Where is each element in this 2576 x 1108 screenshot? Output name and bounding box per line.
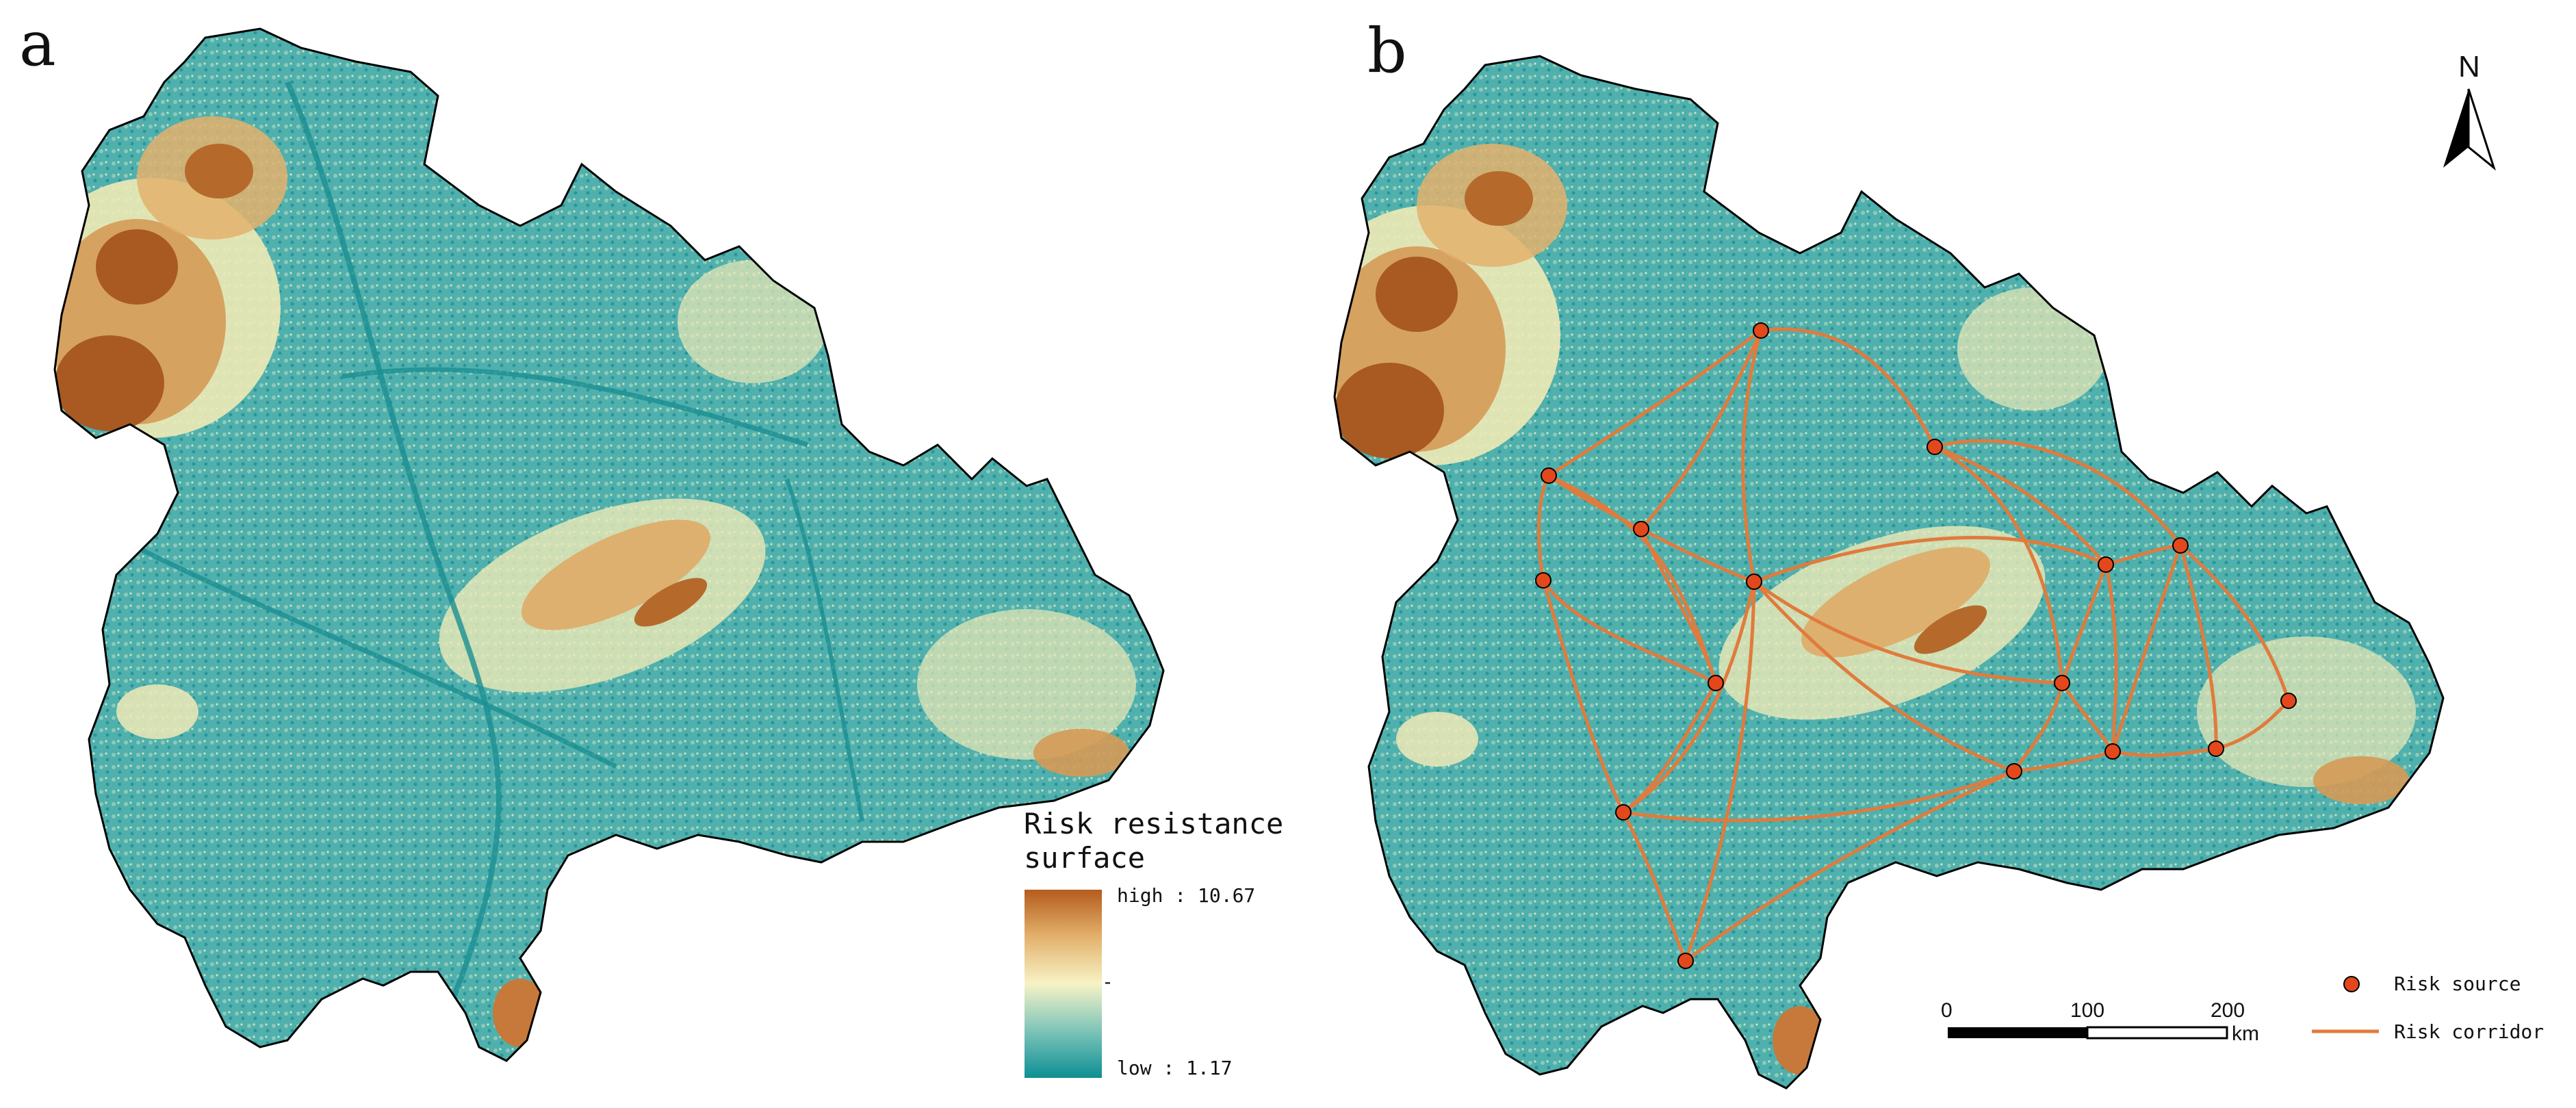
scale-unit: km xyxy=(2232,1022,2259,1045)
risk-corridor xyxy=(1934,445,2107,566)
risk-corridor xyxy=(1640,329,1763,530)
risk-corridor xyxy=(1639,528,1718,684)
risk-corridor xyxy=(1753,535,2107,584)
map-b-raster xyxy=(1335,56,2443,1088)
risk-sources xyxy=(1535,322,2297,969)
risk-source-point xyxy=(1541,467,1557,484)
legend-a-title-line2: surface xyxy=(1024,841,1145,875)
north-arrow-right-half xyxy=(2467,88,2496,171)
risk-corridor xyxy=(1621,811,1688,962)
risk-source-point xyxy=(2208,740,2224,757)
risk-source-point xyxy=(1753,322,1769,339)
risk-source-point xyxy=(1677,953,1694,969)
legend-risk-source-label: Risk source xyxy=(2394,972,2521,995)
risk-source-point xyxy=(2172,537,2189,554)
risk-corridor xyxy=(1684,769,2015,962)
north-arrow-left-half xyxy=(2443,89,2469,168)
scale-label-0: 0 xyxy=(1941,999,1953,1022)
risk-source-point xyxy=(2104,743,2121,760)
risk-corridor xyxy=(1933,445,2064,684)
risk-source-point xyxy=(2280,693,2297,709)
risk-corridor xyxy=(2013,749,2113,773)
risk-corridor xyxy=(1541,580,1625,814)
legend-risk-corridor-label: Risk corridor xyxy=(2394,1020,2544,1043)
scale-bar-black-segment xyxy=(1948,1027,2087,1038)
risk-corridor xyxy=(1934,439,2182,547)
panel-a-letter: a xyxy=(19,8,56,80)
legend-a-color-ramp xyxy=(1025,890,1102,1078)
risk-source-point xyxy=(1633,521,1649,537)
risk-corridors xyxy=(1537,327,2291,962)
risk-source-point xyxy=(2054,675,2070,691)
north-arrow: N xyxy=(2443,50,2496,171)
risk-corridor xyxy=(2112,747,2217,758)
risk-corridor xyxy=(2178,545,2218,749)
risk-corridor xyxy=(2215,699,2290,751)
risk-corridor xyxy=(2060,564,2108,684)
scale-label-200: 200 xyxy=(2211,999,2245,1022)
risk-corridor xyxy=(1760,327,1937,448)
risk-source-point xyxy=(1927,439,1943,455)
risk-corridor xyxy=(2179,544,2291,701)
map-b xyxy=(1333,55,2445,1090)
risk-corridor xyxy=(1541,579,1717,685)
legend-risk-source-symbol xyxy=(2343,976,2360,992)
legend-a: Risk resistance surface high : 10.67 - l… xyxy=(1024,807,1283,1079)
risk-source-point xyxy=(1535,572,1551,589)
risk-source-point xyxy=(1615,804,1632,821)
scale-bar: 0 100 200 km xyxy=(1941,999,2259,1045)
risk-corridor xyxy=(1753,580,2063,685)
risk-corridor xyxy=(1623,769,2015,823)
risk-corridor xyxy=(1622,682,1718,814)
risk-corridor xyxy=(1640,527,1755,584)
risk-corridor xyxy=(1622,581,1756,814)
risk-corridor xyxy=(1741,330,1763,582)
legend-a-title-line1: Risk resistance xyxy=(1024,807,1283,840)
legend-a-mid-mark: - xyxy=(1102,970,1113,993)
risk-source-point xyxy=(2098,556,2114,573)
risk-corridor xyxy=(2012,682,2064,773)
risk-source-point xyxy=(1746,574,1762,590)
legend-b: Risk source Risk corridor xyxy=(2312,972,2544,1043)
risk-corridor xyxy=(1753,580,2015,773)
risk-corridor xyxy=(2111,545,2182,752)
risk-corridor xyxy=(1547,328,1762,478)
legend-a-low-label: low : 1.17 xyxy=(1117,1057,1233,1079)
risk-corridor xyxy=(2104,564,2118,752)
legend-a-high-label: high : 10.67 xyxy=(1117,884,1255,907)
risk-corridor xyxy=(1684,581,1756,962)
risk-source-point xyxy=(2006,763,2022,780)
risk-source-point xyxy=(1708,675,1724,691)
north-label: N xyxy=(2458,50,2480,83)
panel-b-letter: b xyxy=(1367,15,1407,87)
scale-bar-white-segment xyxy=(2086,1026,2228,1040)
scale-label-100: 100 xyxy=(2070,999,2104,1022)
